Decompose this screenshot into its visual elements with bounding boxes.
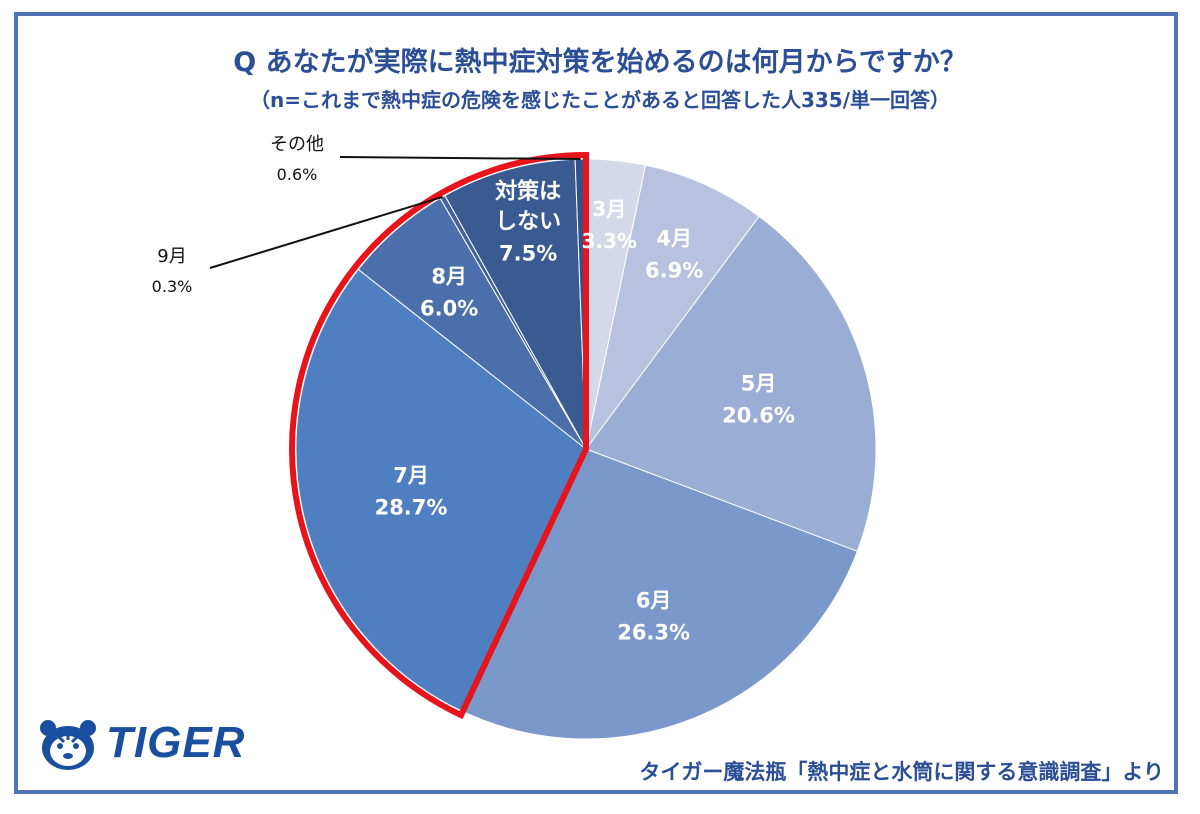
slice-name-label: しない [495, 209, 561, 234]
pie-slice-2 [585, 164, 760, 450]
chart-subtitle: （n=これまで熱中症の危険を感じたことがあると回答した人335/単一回答） [249, 88, 951, 112]
slice-value-label: 0.6% [277, 165, 318, 184]
tiger-logo: TIGER [36, 718, 276, 772]
slice-value-label: 6.0% [420, 296, 478, 320]
slice-value-label: 28.7% [375, 495, 448, 519]
slice-name-label: 対策は [495, 178, 561, 204]
tiger-face-icon [40, 720, 96, 770]
leader-line [339, 156, 581, 161]
slice-value-label: 6.9% [645, 258, 703, 282]
chart-title: Q あなたが実際に熱中症対策を始めるのは何月からですか？ [233, 47, 967, 78]
source-note: タイガー魔法瓶「熱中症と水筒に関する意識調査」より [639, 760, 1164, 784]
slice-value-label: 20.6% [722, 403, 795, 427]
leader-line [209, 195, 443, 269]
slice-name-label: 3月 [592, 197, 626, 221]
slice-name-label: 5月 [741, 371, 777, 395]
highlight-outline [289, 151, 589, 720]
slice-name-label: 6月 [636, 589, 672, 613]
slice-value-label: 3.3% [582, 229, 637, 253]
slice-value-label: 26.3% [617, 621, 690, 645]
slice-name-label: その他 [270, 134, 324, 155]
slice-name-label: 4月 [656, 226, 692, 250]
slice-name-label: 9月 [157, 246, 186, 267]
slice-name-label: 8月 [431, 264, 467, 288]
slice-value-label: 7.5% [499, 241, 557, 265]
pie-slice-3 [585, 215, 877, 552]
slice-name-label: 7月 [393, 463, 429, 487]
slice-value-label: 0.3% [152, 277, 193, 296]
logo-text: TIGER [106, 718, 246, 767]
pie-slice-4 [462, 448, 858, 740]
